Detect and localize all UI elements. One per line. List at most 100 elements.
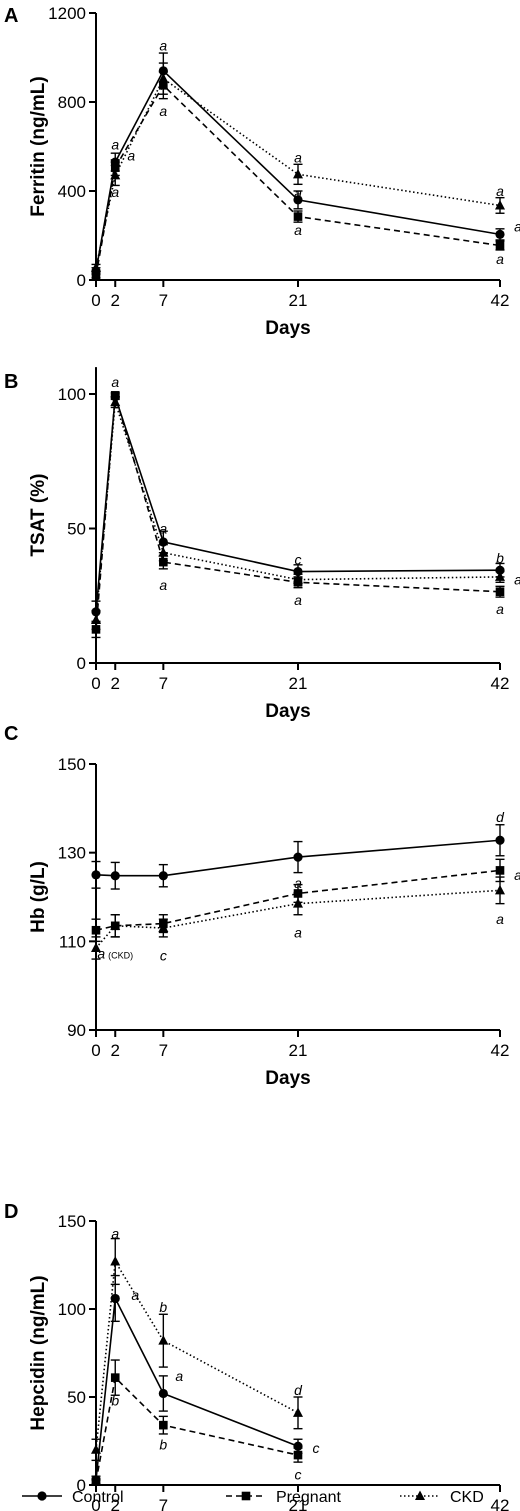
significance-label: a: [159, 37, 167, 53]
x-axis-title: Days: [265, 1068, 310, 1089]
y-axis-title: Ferritin (ng/mL): [28, 76, 49, 216]
data-point: [158, 1335, 169, 1345]
significance-label: a: [131, 1287, 139, 1303]
y-tick-label: 0: [77, 1476, 86, 1495]
series-ckd: [91, 395, 505, 631]
data-point: [159, 557, 168, 567]
data-point: [293, 1407, 303, 1417]
x-tick-label: 0: [91, 291, 100, 310]
significance-label: a: [111, 136, 119, 152]
legend-marker-control: [37, 1491, 47, 1501]
significance-label: d: [496, 809, 505, 825]
significance-label: a: [514, 867, 520, 883]
legend-marker-pregnant: [241, 1491, 251, 1501]
y-tick-label: 150: [58, 1212, 86, 1231]
data-point: [159, 1420, 168, 1430]
significance-label: a: [514, 572, 520, 588]
significance-label: a: [175, 1368, 183, 1384]
data-point: [110, 1293, 120, 1304]
data-point: [91, 942, 101, 952]
data-point: [495, 866, 505, 875]
significance-label: a: [496, 911, 504, 927]
data-point: [158, 1388, 168, 1399]
x-tick-label: 0: [91, 1041, 100, 1060]
legend-marker-ckd: [415, 1490, 425, 1500]
data-point: [110, 169, 121, 180]
panel-letter-C: C: [4, 723, 18, 745]
legend-label-pregnant: Pregnant: [276, 1489, 341, 1506]
x-tick-label: 42: [491, 1041, 510, 1060]
series-ckd: [91, 1237, 303, 1462]
series-line-pregnant: [95, 395, 501, 630]
data-point: [293, 898, 303, 908]
data-point: [495, 835, 505, 845]
y-tick-label: 90: [67, 1021, 86, 1040]
data-point: [293, 168, 303, 179]
data-point: [495, 565, 505, 575]
legend-label-ckd: CKD: [450, 1489, 484, 1506]
series-control: [91, 1274, 303, 1485]
data-point: [158, 547, 169, 557]
data-point: [495, 229, 505, 239]
x-tick-label: 0: [91, 674, 100, 693]
y-tick-label: 400: [58, 182, 86, 201]
x-tick-label: 2: [111, 1496, 120, 1511]
x-tick-label: 2: [111, 674, 120, 693]
significance-label: a: [294, 185, 302, 201]
y-tick-label: 800: [58, 93, 86, 112]
x-tick-label: 21: [289, 291, 308, 310]
significance-label: b: [159, 1437, 167, 1453]
significance-label: c: [295, 551, 302, 567]
x-tick-label: 21: [289, 674, 308, 693]
significance-note: (CKD): [108, 950, 133, 960]
data-point: [91, 870, 101, 880]
panel-letter-B: B: [4, 371, 18, 393]
data-point: [495, 571, 505, 581]
x-tick-label: 7: [159, 1496, 168, 1511]
x-tick-label: 0: [91, 1496, 100, 1511]
series-line-pregnant: [95, 869, 501, 932]
y-tick-label: 0: [77, 654, 86, 673]
y-tick-label: 100: [58, 1300, 86, 1319]
data-point: [495, 241, 505, 250]
series-control: [91, 824, 505, 890]
data-point: [110, 871, 120, 881]
data-point: [495, 884, 505, 895]
significance-label: a: [294, 150, 302, 166]
significance-label: a: [514, 219, 520, 235]
significance-label: c: [313, 1440, 320, 1456]
panel-letter-A: A: [4, 5, 18, 27]
y-tick-label: 1200: [48, 4, 86, 23]
significance-label: a: [496, 183, 504, 199]
data-point: [158, 922, 169, 933]
series-ckd: [91, 876, 505, 960]
data-point: [110, 391, 120, 400]
significance-label: a: [294, 222, 302, 238]
data-point: [91, 1477, 101, 1486]
x-axis-title: Days: [265, 318, 310, 339]
significance-label: a: [127, 147, 135, 163]
x-tick-label: 7: [159, 1041, 168, 1060]
data-point: [91, 614, 101, 624]
x-tick-label: 42: [491, 1496, 510, 1511]
significance-label: a: [496, 251, 504, 267]
panel-letter-D: D: [4, 1201, 18, 1223]
x-tick-label: 21: [289, 1041, 308, 1060]
significance-label: c: [160, 948, 167, 964]
significance-label: d: [294, 1382, 303, 1398]
significance-label: a: [159, 577, 167, 593]
data-point: [158, 73, 169, 83]
data-point: [293, 1450, 303, 1460]
x-tick-label: 2: [111, 291, 120, 310]
x-tick-label: 2: [111, 1041, 120, 1060]
y-tick-label: 150: [58, 755, 86, 774]
y-axis-title: TSAT (%): [28, 474, 49, 557]
data-point: [495, 199, 505, 210]
y-tick-label: 0: [77, 271, 86, 290]
significance-label: a: [159, 103, 167, 119]
data-point: [110, 1373, 120, 1382]
significance-label: b: [496, 550, 504, 566]
